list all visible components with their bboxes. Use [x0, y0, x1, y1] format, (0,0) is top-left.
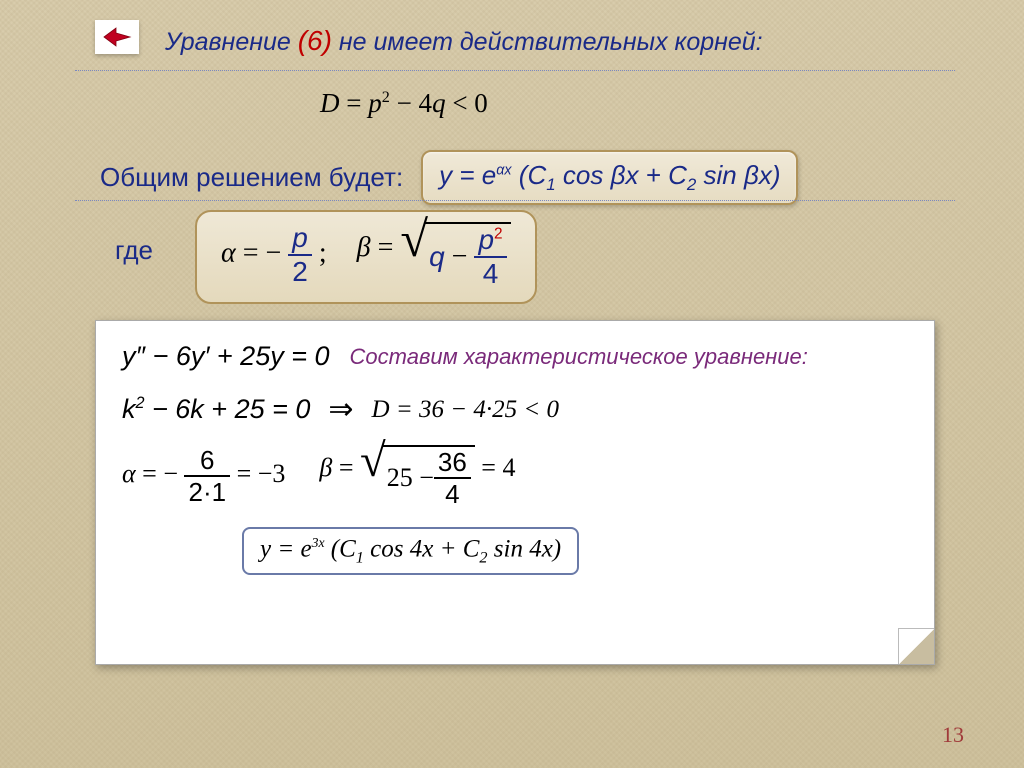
divider-2	[75, 200, 955, 201]
example-note: Составим характеристическое уравнение:	[350, 344, 808, 370]
characteristic-eq: k2 − 6k + 25 = 0	[122, 394, 310, 425]
general-solution-label: Общим решением будет:	[100, 162, 403, 193]
page-number: 13	[942, 722, 964, 748]
eq-number: (6)	[298, 25, 332, 56]
discriminant-formula: D = p2 − 4q < 0	[320, 88, 488, 119]
beta-den: 4	[479, 260, 503, 288]
divider	[75, 70, 955, 71]
general-solution-box: y = eαx (C1 cos βx + C2 sin βx)	[421, 150, 798, 205]
where-box: α = − p 2 ; β = √ q − p2 4	[195, 210, 537, 304]
example-discriminant: D = 36 − 4·25 < 0	[372, 396, 559, 424]
title-suffix: не имеет действительных корней:	[332, 28, 763, 56]
general-solution-row: Общим решением будет: y = eαx (C1 cos βx…	[100, 150, 798, 205]
alpha-den: 2	[288, 258, 312, 286]
example-panel: y″ − 6y′ + 25y = 0 Составим характеристи…	[95, 320, 935, 665]
title-line: Уравнение (6) не имеет действительных ко…	[165, 25, 763, 57]
alpha-calc: α = − 6 2·1 = −3	[122, 447, 285, 505]
implies-arrow: ⇒	[328, 392, 353, 427]
final-solution-box: y = e3x (C1 cos 4x + C2 sin 4x)	[242, 527, 579, 575]
arrow-badge-icon	[95, 20, 139, 54]
title-prefix: Уравнение	[165, 28, 298, 56]
page-corner-icon	[898, 628, 934, 664]
beta-calc: β = √ 25 − 36 4 = 4	[319, 445, 515, 507]
example-ode: y″ − 6y′ + 25y = 0	[122, 341, 330, 372]
where-label: где	[115, 235, 153, 266]
alpha-num: p	[288, 224, 312, 252]
